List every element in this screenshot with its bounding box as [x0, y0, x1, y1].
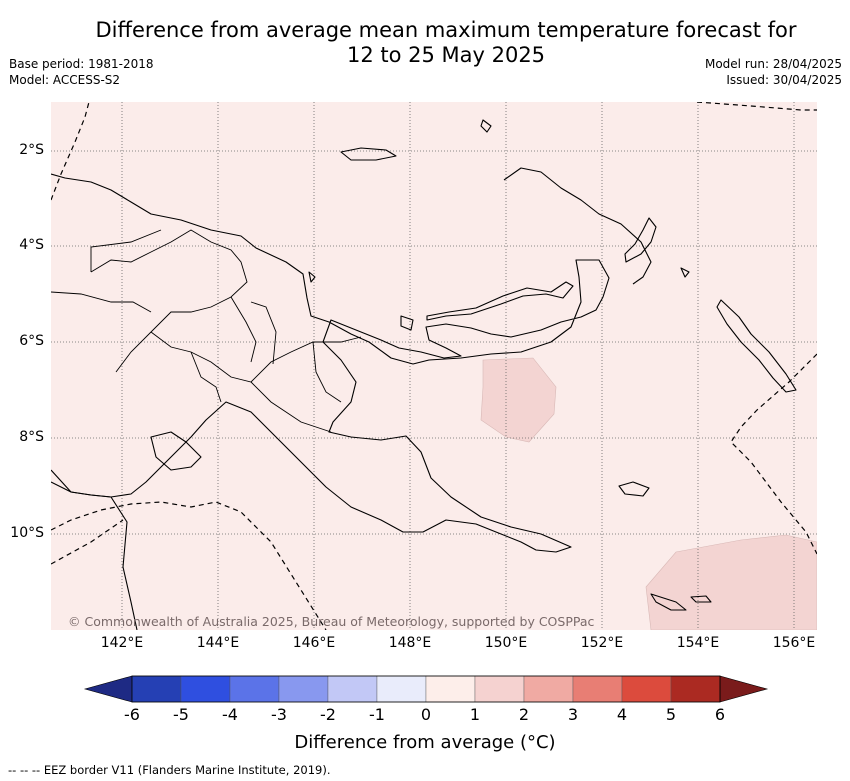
colorbar-tick-label: -2 [320, 705, 336, 724]
colorbar-tick-label: 4 [616, 705, 628, 724]
colorbar-cell [229, 675, 280, 703]
colorbar-cell [621, 675, 672, 703]
colorbar-cells [83, 675, 769, 703]
colorbar-tick-label: 3 [567, 705, 579, 724]
colorbar-cell [670, 675, 721, 703]
colorbar-tick-label: -3 [271, 705, 287, 724]
eez-northeast [696, 102, 817, 111]
map-title: Difference from average mean maximum tem… [0, 18, 850, 68]
latitude-label: 8°S [19, 429, 44, 445]
title-line-2: 12 to 25 May 2025 [346, 43, 546, 67]
eez-northwest [51, 102, 90, 201]
colorbar-label: Difference from average (°C) [294, 732, 556, 753]
colorbar-arrow-right [719, 675, 769, 703]
trobriand [618, 481, 650, 497]
colorbar-cell [376, 675, 427, 703]
colorbar-tick-label: 1 [469, 705, 481, 724]
meta-right: Model run: 28/04/2025 Issued: 30/04/2025 [705, 56, 842, 88]
model-run: Model run: 28/04/2025 [704, 57, 842, 71]
eez-west [51, 501, 327, 630]
small-island-3 [400, 315, 414, 331]
colorbar-cell [131, 675, 182, 703]
colorbar-frame [131, 675, 721, 703]
colorbar-tick-label: -4 [222, 705, 238, 724]
colorbar-tick-label: -1 [369, 705, 385, 724]
copyright-notice: © Commonwealth of Australia 2025, Bureau… [68, 614, 595, 629]
map-canvas [51, 102, 817, 630]
woodlark [690, 595, 712, 603]
eez-borders [51, 102, 817, 630]
small-island-1 [480, 119, 492, 133]
longitude-label: 144°E [196, 635, 240, 651]
small-island-4 [680, 267, 690, 278]
coastlines [51, 119, 797, 630]
longitude-label: 142°E [100, 635, 144, 651]
meta-left: Base period: 1981-2018 Model: ACCESS-S2 [9, 56, 154, 88]
colorbar [83, 675, 769, 703]
fly-delta [150, 431, 202, 471]
issued-date: Issued: 30/04/2025 [726, 73, 842, 87]
latitude-label: 10°S [10, 525, 44, 541]
gridlines [51, 102, 817, 630]
new-britain [426, 281, 574, 321]
manus [340, 147, 397, 161]
anomaly-patch-southeast [645, 534, 817, 630]
latitude-label: 4°S [19, 237, 44, 253]
eez-legend-note: -- -- -- EEZ border V11 (Flanders Marine… [8, 763, 331, 777]
colorbar-tick-label: 5 [665, 705, 677, 724]
colorbar-arrow-left [83, 675, 133, 703]
new-guinea-coast [51, 173, 610, 553]
longitude-label: 148°E [388, 635, 432, 651]
small-island-2 [308, 271, 316, 283]
colorbar-tick-label: 6 [714, 705, 726, 724]
model-name: Model: ACCESS-S2 [9, 73, 121, 87]
bougainville [716, 299, 797, 393]
cape-york [51, 481, 138, 630]
longitude-label: 152°E [580, 635, 624, 651]
title-line-1: Difference from average mean maximum tem… [95, 18, 797, 42]
colorbar-cell [572, 675, 623, 703]
forecast-map [51, 102, 817, 630]
colorbar-cell [180, 675, 231, 703]
longitude-label: 150°E [484, 635, 528, 651]
rossel [650, 593, 687, 611]
longitude-label: 156°E [772, 635, 816, 651]
latitude-label: 2°S [19, 142, 44, 158]
base-period: Base period: 1981-2018 [9, 57, 154, 71]
colorbar-cell [425, 675, 476, 703]
new-ireland [624, 217, 657, 263]
longitude-label: 146°E [292, 635, 336, 651]
colorbar-cell [474, 675, 525, 703]
province-borders [51, 229, 362, 433]
colorbar-cell [278, 675, 329, 703]
eez-cape-york [51, 519, 124, 565]
latitude-label: 6°S [19, 333, 44, 349]
northern-coast-bumps [503, 167, 652, 285]
eez-east [730, 353, 817, 555]
colorbar-tick-label: -6 [124, 705, 140, 724]
colorbar-tick-label: -5 [173, 705, 189, 724]
colorbar-tick-label: 0 [420, 705, 432, 724]
longitude-label: 154°E [676, 635, 720, 651]
colorbar-cell [327, 675, 378, 703]
anomaly-patch-central [480, 357, 557, 443]
colorbar-tick-label: 2 [518, 705, 530, 724]
colorbar-cell [523, 675, 574, 703]
